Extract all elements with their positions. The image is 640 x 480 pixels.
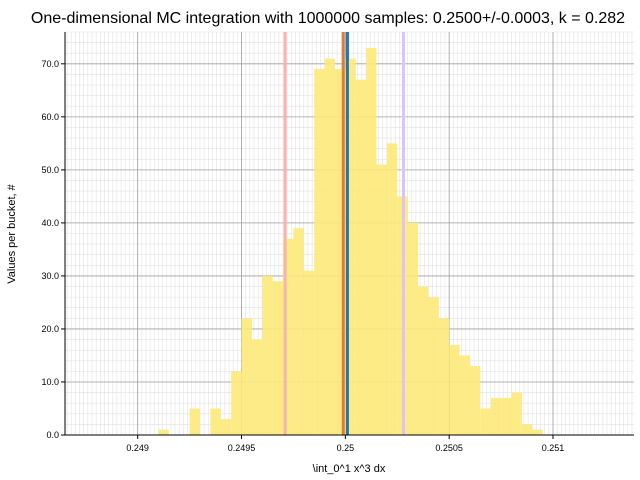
histogram-bar <box>272 281 284 435</box>
histogram-bar <box>459 355 470 435</box>
y-tick-label: 50.0 <box>41 165 59 175</box>
histogram-bar <box>241 318 252 435</box>
histogram-bar <box>521 424 533 435</box>
histogram-bar <box>293 228 304 435</box>
histogram-bar <box>262 275 273 435</box>
histogram-bar <box>251 339 263 435</box>
histogram-bar <box>334 69 346 436</box>
histogram-bar <box>324 58 335 436</box>
y-tick-label: 40.0 <box>41 218 59 228</box>
histogram-bar <box>480 408 491 435</box>
histogram-bar <box>449 344 460 435</box>
histogram-bar <box>490 397 502 435</box>
histogram-bar <box>469 366 481 435</box>
y-tick-label: 30.0 <box>41 271 59 281</box>
x-axis-label: \int_0^1 x^3 dx <box>313 463 386 475</box>
x-tick-label: 0.249 <box>126 443 149 453</box>
histogram-bar <box>511 392 522 435</box>
y-tick-label: 70.0 <box>41 59 59 69</box>
histogram-bar <box>314 69 325 436</box>
reference-lines <box>283 32 405 435</box>
histogram-bar <box>407 222 419 435</box>
histogram-bar <box>532 429 543 435</box>
x-tick-label: 0.2495 <box>228 443 256 453</box>
axes <box>61 32 634 439</box>
histogram-bar <box>283 238 294 435</box>
histogram-bar <box>386 143 398 435</box>
y-tick-label: 60.0 <box>41 112 59 122</box>
y-axis-label: Values per bucket, # <box>6 183 18 283</box>
x-tick-label: 0.25 <box>337 443 355 453</box>
histogram-bar <box>438 318 450 435</box>
histogram-bar <box>231 371 242 435</box>
x-tick-labels: 0.249 0.2495 0.25 0.2505 0.251 <box>126 443 564 453</box>
y-tick-label: 0.0 <box>46 430 59 440</box>
histogram-bar <box>355 79 367 435</box>
y-tick-label: 20.0 <box>41 324 59 334</box>
histogram-bar <box>376 164 387 435</box>
histogram-bar <box>345 58 356 436</box>
histogram-bar <box>189 408 200 435</box>
histogram-bar <box>220 419 232 435</box>
histogram-bar <box>428 297 439 435</box>
histogram-bar <box>303 270 315 435</box>
x-tick-label: 0.2505 <box>435 443 463 453</box>
x-tick-label: 0.251 <box>542 443 565 453</box>
y-tick-labels: 0.0 10.0 20.0 30.0 40.0 50.0 60.0 70.0 <box>41 59 59 440</box>
histogram-bar <box>366 47 377 435</box>
histogram-bar <box>210 408 221 435</box>
histogram-bar <box>501 397 512 435</box>
chart-title: One-dimensional MC integration with 1000… <box>31 10 625 27</box>
y-tick-label: 10.0 <box>41 377 59 387</box>
histogram-bar <box>158 429 169 435</box>
histogram-bar <box>418 286 429 435</box>
